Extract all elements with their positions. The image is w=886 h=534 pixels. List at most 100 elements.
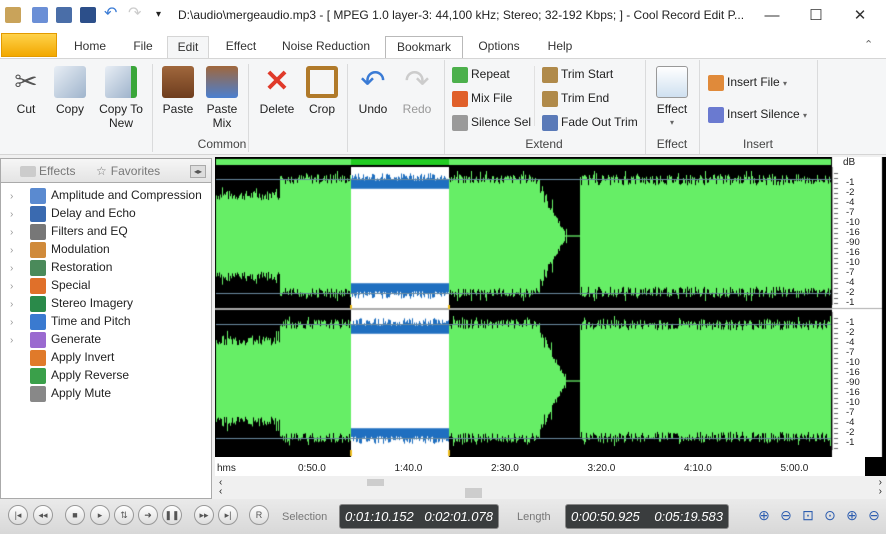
loop-button[interactable]: ⇅ bbox=[114, 505, 134, 525]
record-button[interactable]: R bbox=[249, 505, 269, 525]
tab-home[interactable]: Home bbox=[73, 39, 106, 53]
chevron-right-icon[interactable]: › bbox=[10, 299, 14, 310]
tab-edit[interactable]: Edit bbox=[167, 36, 209, 58]
effect-icon bbox=[30, 223, 46, 240]
tree-item[interactable]: › Generate bbox=[10, 330, 101, 348]
fade-out-trim-button[interactable]: Fade Out Trim bbox=[542, 113, 638, 131]
undo-icon[interactable]: ↶ bbox=[104, 5, 118, 22]
scroll-thumb[interactable] bbox=[367, 479, 384, 489]
zoom-in-icon[interactable]: ⊕ bbox=[758, 507, 770, 523]
tree-item[interactable]: › Filters and EQ bbox=[10, 222, 128, 240]
tree-item[interactable]: Apply Mute bbox=[10, 384, 111, 402]
copy-to-new-icon bbox=[105, 66, 137, 98]
db-label: -4 bbox=[846, 197, 855, 208]
tab-options[interactable]: Options bbox=[478, 39, 520, 53]
trim-start-button[interactable]: Trim Start bbox=[542, 65, 613, 83]
play-button[interactable]: ▸ bbox=[90, 505, 110, 525]
repeat-button[interactable]: Repeat bbox=[452, 65, 510, 83]
play-selection-button[interactable]: ➜ bbox=[138, 505, 158, 525]
maximize-button[interactable]: ☐ bbox=[809, 7, 823, 24]
go-to-start-button[interactable]: |◂ bbox=[8, 505, 28, 525]
horizontal-scrollbar-position[interactable]: ‹ › bbox=[215, 486, 886, 500]
paste-mix-button[interactable]: Paste Mix bbox=[202, 66, 242, 130]
selection-label: Selection bbox=[282, 511, 328, 523]
minimize-button[interactable]: — bbox=[764, 7, 780, 24]
pause-button[interactable]: ❚❚ bbox=[162, 505, 182, 525]
mix-file-button[interactable]: Mix File bbox=[452, 89, 512, 107]
app-icon bbox=[5, 7, 21, 23]
insert-silence-icon bbox=[708, 106, 724, 123]
go-to-end-button[interactable]: ▸| bbox=[218, 505, 238, 525]
db-label: -1 bbox=[846, 297, 855, 308]
redo-button[interactable]: ↷ Redo bbox=[402, 65, 432, 117]
tree-item[interactable]: Apply Invert bbox=[10, 348, 114, 366]
tree-item[interactable]: › Modulation bbox=[10, 240, 110, 258]
chevron-right-icon[interactable]: › bbox=[10, 281, 14, 292]
tab-noise-reduction[interactable]: Noise Reduction bbox=[281, 39, 371, 53]
chevron-right-icon[interactable]: › bbox=[10, 335, 14, 346]
group-label-effect: Effect bbox=[656, 137, 688, 151]
effect-icon bbox=[30, 205, 46, 222]
zoom-in-vertical-icon[interactable]: ⊕ bbox=[846, 507, 858, 523]
tab-file[interactable]: File bbox=[133, 39, 153, 53]
redo-icon[interactable]: ↷ bbox=[128, 5, 142, 22]
scroll-left-icon[interactable]: ‹ bbox=[219, 486, 223, 497]
effect-button[interactable]: Effect ▾ bbox=[650, 66, 694, 130]
chevron-right-icon[interactable]: › bbox=[10, 245, 14, 256]
silence-sel-button[interactable]: Silence Sel bbox=[452, 113, 531, 131]
stop-button[interactable]: ■ bbox=[65, 505, 85, 525]
zoom-out-icon[interactable]: ⊖ bbox=[780, 507, 792, 523]
zoom-full-icon[interactable]: ⊙ bbox=[824, 507, 836, 523]
insert-silence-button[interactable]: Insert Silence ▾ bbox=[708, 105, 807, 123]
tab-effects[interactable]: Effects bbox=[20, 164, 75, 178]
open-icon[interactable] bbox=[32, 7, 48, 23]
undo-button[interactable]: ↶ Undo bbox=[358, 65, 388, 117]
ribbon bbox=[0, 58, 886, 155]
chevron-right-icon[interactable]: › bbox=[10, 209, 14, 220]
scroll-right-icon[interactable]: › bbox=[878, 486, 882, 497]
tree-item[interactable]: › Time and Pitch bbox=[10, 312, 131, 330]
insert-file-button[interactable]: Insert File ▾ bbox=[708, 73, 787, 91]
db-label: -1 bbox=[846, 177, 855, 188]
chevron-right-icon[interactable]: › bbox=[10, 317, 14, 328]
db-label: -10 bbox=[846, 397, 860, 408]
separator bbox=[444, 60, 445, 154]
application-menu-button[interactable] bbox=[1, 33, 57, 57]
print-icon[interactable] bbox=[56, 7, 72, 23]
scroll-left-icon[interactable]: ‹ bbox=[219, 477, 223, 488]
paste-button[interactable]: Paste bbox=[158, 66, 198, 116]
zoom-selection-icon[interactable]: ⊡ bbox=[802, 507, 814, 523]
crop-button[interactable]: Crop bbox=[302, 66, 342, 116]
rewind-button[interactable]: ◂◂ bbox=[33, 505, 53, 525]
fast-forward-button[interactable]: ▸▸ bbox=[194, 505, 214, 525]
chevron-right-icon[interactable]: › bbox=[10, 263, 14, 274]
copy-to-new-button[interactable]: Copy To New bbox=[96, 66, 146, 130]
close-button[interactable]: ✕ bbox=[853, 7, 867, 24]
tab-favorites[interactable]: ☆ Favorites bbox=[96, 164, 161, 178]
save-icon[interactable] bbox=[80, 7, 96, 23]
collapse-ribbon-icon[interactable]: ⌃ bbox=[864, 39, 874, 51]
tree-item[interactable]: › Stereo Imagery bbox=[10, 294, 133, 312]
scroll-right-icon[interactable]: › bbox=[878, 477, 882, 488]
tree-item[interactable]: › Amplitude and Compression bbox=[10, 186, 202, 204]
scroll-thumb[interactable] bbox=[465, 488, 482, 498]
tab-bookmark[interactable]: Bookmark bbox=[385, 36, 463, 58]
tree-item[interactable]: › Restoration bbox=[10, 258, 112, 276]
db-label: -16 bbox=[846, 247, 860, 258]
tab-help[interactable]: Help bbox=[547, 39, 573, 53]
tree-item[interactable]: › Delay and Echo bbox=[10, 204, 136, 222]
cut-button[interactable]: ✂ Cut bbox=[6, 66, 46, 116]
time-tick-label: 5:00.0 bbox=[780, 463, 809, 474]
copy-button[interactable]: Copy bbox=[50, 66, 90, 116]
zoom-out-vertical-icon[interactable]: ⊖ bbox=[868, 507, 880, 523]
trim-end-button[interactable]: Trim End bbox=[542, 89, 609, 107]
waveform-display[interactable] bbox=[215, 157, 886, 457]
customize-quick-access-icon[interactable]: ▾ bbox=[156, 9, 162, 20]
chevron-right-icon[interactable]: › bbox=[10, 191, 14, 202]
chevron-right-icon[interactable]: › bbox=[10, 227, 14, 238]
panel-scroll-arrows[interactable]: ◂▸ bbox=[190, 165, 206, 178]
tree-item[interactable]: Apply Reverse bbox=[10, 366, 129, 384]
tree-item[interactable]: › Special bbox=[10, 276, 90, 294]
tab-effect[interactable]: Effect bbox=[225, 39, 257, 53]
delete-button[interactable]: ✕ Delete bbox=[259, 65, 295, 117]
